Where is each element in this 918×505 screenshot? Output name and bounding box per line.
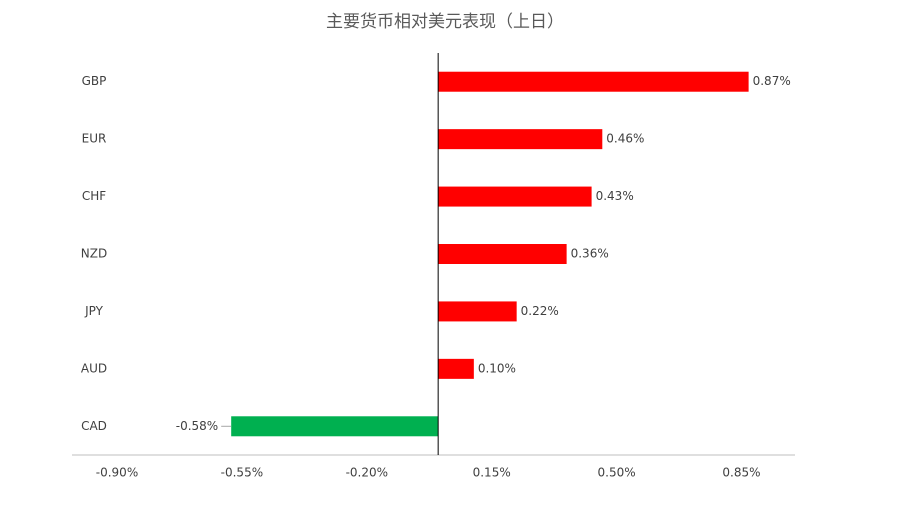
value-label: 0.87% [753, 74, 791, 88]
y-tick-label: NZD [81, 247, 107, 261]
y-tick-label: AUD [81, 361, 107, 375]
x-tick-label: 0.50% [598, 466, 636, 480]
bar [231, 416, 439, 437]
y-tick-label: CAD [81, 419, 107, 433]
value-label: 0.22% [521, 304, 559, 318]
bar [438, 244, 567, 264]
value-label: 0.43% [596, 189, 634, 203]
bar [438, 129, 603, 150]
x-tick-label: -0.90% [96, 466, 138, 480]
y-tick-label: JPY [84, 304, 104, 318]
bar [438, 71, 749, 92]
value-label: -0.58% [176, 419, 218, 433]
bar [438, 301, 517, 322]
x-tick-label: 0.15% [473, 466, 511, 480]
x-tick-label: -0.20% [346, 466, 388, 480]
x-tick-label: 0.85% [722, 466, 760, 480]
bar [438, 186, 592, 207]
chart-title: 主要货币相对美元表现（上日） [326, 12, 564, 32]
y-tick-label: GBP [82, 74, 107, 88]
value-label: 0.36% [571, 247, 609, 261]
x-tick-label: -0.55% [221, 466, 263, 480]
value-label: 0.46% [606, 132, 644, 146]
y-tick-label: CHF [82, 189, 106, 203]
value-label: 0.10% [478, 361, 516, 375]
y-tick-label: EUR [82, 132, 107, 146]
bar [438, 358, 474, 379]
